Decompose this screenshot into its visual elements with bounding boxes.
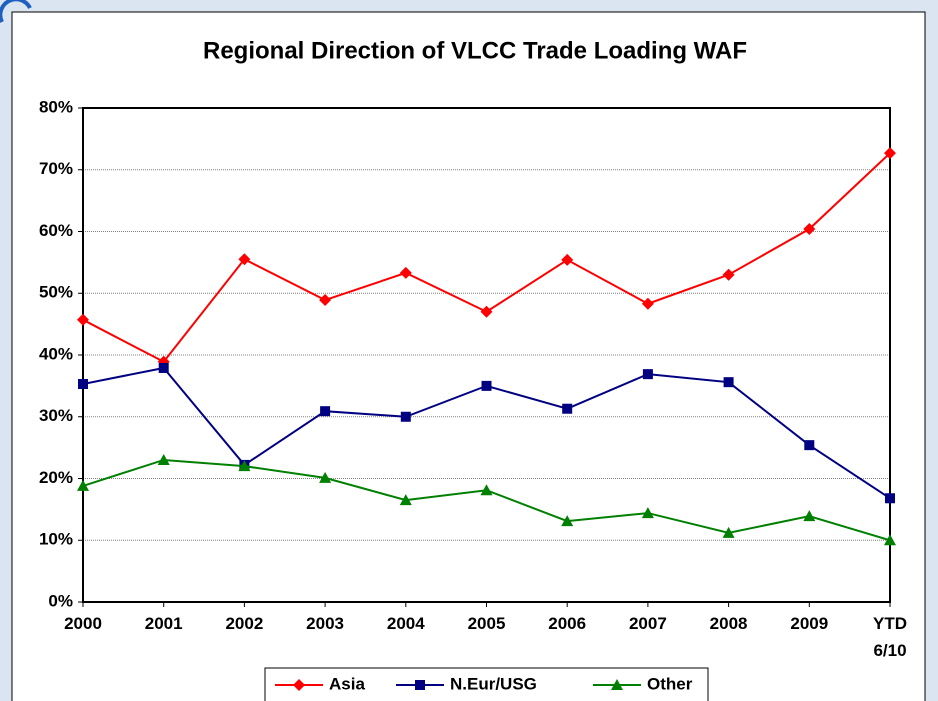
x-tick-label: 2007 — [628, 614, 667, 633]
y-tick-label: 60% — [39, 221, 73, 240]
x-tick-label: 2006 — [548, 614, 587, 633]
y-tick-label: 40% — [39, 344, 73, 363]
x-tick-label: 2003 — [306, 614, 344, 633]
marker — [238, 253, 251, 266]
marker — [641, 297, 654, 310]
marker — [480, 484, 493, 496]
chart-area — [11, 11, 926, 701]
y-tick-label: 50% — [39, 283, 73, 302]
marker — [642, 369, 653, 380]
marker — [415, 680, 425, 690]
marker — [885, 493, 895, 504]
y-tick-label: 70% — [39, 159, 73, 178]
y-tick-label: 80% — [39, 97, 73, 116]
marker — [77, 479, 89, 491]
marker — [884, 147, 896, 160]
y-tick-label: 30% — [39, 406, 73, 425]
marker — [611, 679, 623, 690]
marker — [399, 494, 412, 506]
x-tick-label: YTD 6/10 — [873, 614, 907, 660]
legend-label: Other — [647, 674, 693, 693]
x-tick-label: 2002 — [225, 614, 264, 633]
x-tick-label: 2001 — [144, 614, 183, 633]
marker — [561, 253, 574, 266]
marker — [157, 453, 170, 465]
chart-title: Regional Direction of VLCC Trade Loading… — [203, 37, 747, 64]
marker — [319, 471, 332, 483]
marker — [480, 305, 493, 318]
x-tick-label: 2005 — [467, 614, 506, 633]
marker — [723, 377, 734, 388]
marker — [238, 460, 251, 472]
marker — [158, 362, 169, 373]
x-tick-label: 2008 — [709, 614, 748, 633]
marker — [77, 313, 89, 326]
marker — [320, 406, 331, 417]
y-tick-label: 10% — [39, 530, 73, 549]
marker — [481, 380, 492, 391]
y-tick-label: 0% — [48, 591, 73, 610]
legend-label: Asia — [329, 674, 365, 693]
x-tick-label: 2004 — [386, 614, 425, 633]
marker — [884, 534, 896, 546]
marker — [722, 268, 735, 281]
marker — [804, 440, 815, 451]
marker — [561, 515, 574, 527]
marker — [78, 379, 88, 390]
marker — [293, 679, 305, 691]
marker — [641, 507, 654, 519]
marker — [803, 510, 816, 522]
marker — [399, 266, 412, 279]
marker — [803, 223, 816, 236]
marker — [722, 526, 735, 538]
logo — [0, 0, 32, 23]
legend-label: N.Eur/USG — [450, 674, 537, 693]
x-tick-label: 2009 — [790, 614, 829, 633]
x-tick-label: 2000 — [64, 614, 102, 633]
y-tick-label: 20% — [39, 468, 73, 487]
marker — [562, 403, 573, 414]
marker — [319, 294, 332, 307]
marker — [400, 411, 411, 422]
